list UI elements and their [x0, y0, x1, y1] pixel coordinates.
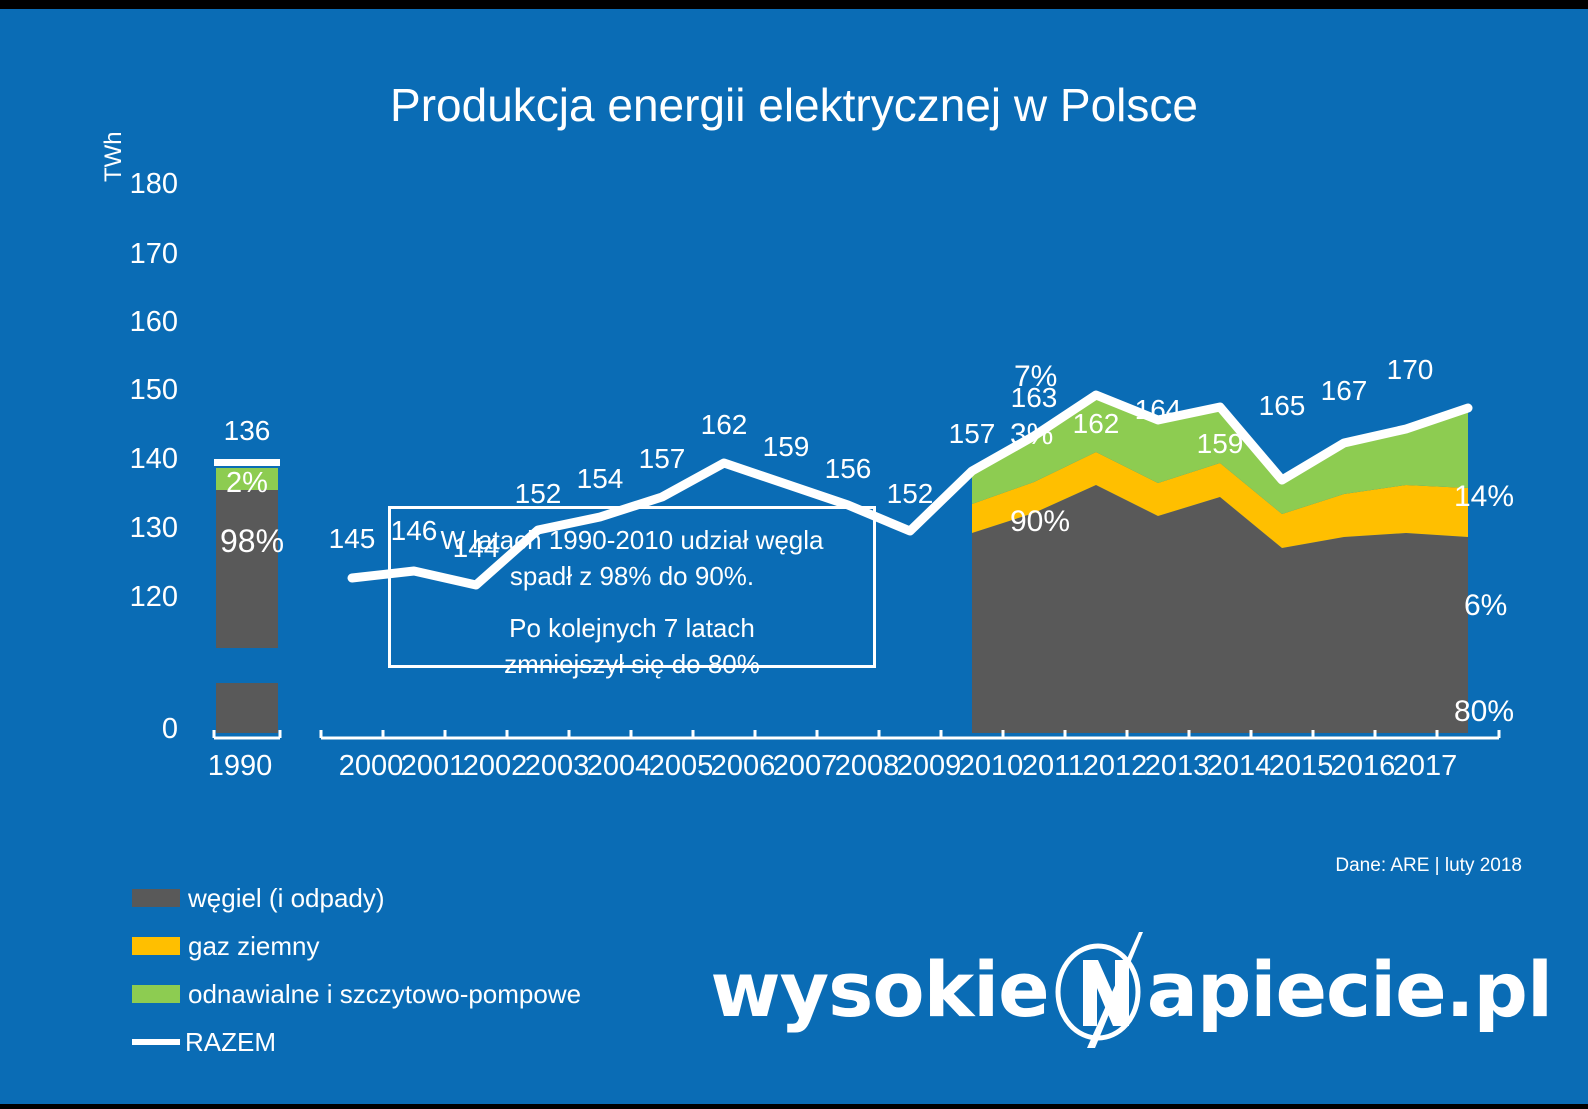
x-label-2008: 2008 [834, 750, 900, 782]
bar-1990-coal [216, 490, 278, 648]
data-label-2008: 156 [824, 453, 872, 484]
total-marker-1990 [214, 459, 280, 466]
share-label-2017-gas: 6% [1464, 589, 1508, 622]
data-label-2003: 152 [514, 478, 562, 509]
share-label-2010-gas: 3% [1010, 418, 1054, 451]
logo-text-left: wysokie [710, 944, 1049, 1034]
x-label-2001: 2001 [400, 750, 466, 782]
legend-swatch-coal-icon [132, 889, 180, 907]
legend-line-total-icon [132, 1039, 180, 1045]
x-label-2002: 2002 [462, 750, 528, 782]
legend-swatch-gas-icon [132, 937, 180, 955]
legend-label-coal: węgiel (i odpady) [188, 882, 385, 913]
x-label-2009: 2009 [896, 750, 962, 782]
chart-legend: węgiel (i odpady) gaz ziemny odnawialne … [132, 874, 581, 1066]
x-label-2000: 2000 [338, 750, 404, 782]
x-label-2006: 2006 [710, 750, 776, 782]
data-label-2011: 163 [1010, 382, 1058, 413]
page-title: Produkcja energii elektrycznej w Polsce [390, 79, 1198, 131]
legend-label-gas: gaz ziemny [188, 930, 320, 961]
area-coal [972, 485, 1468, 733]
area-gas [972, 452, 1468, 548]
x-label-2012: 2012 [1082, 750, 1148, 782]
share-label-2017-coal: 80% [1454, 695, 1515, 728]
data-label-2014: 159 [1196, 428, 1244, 459]
data-label-2000: 145 [328, 523, 376, 554]
y-tick-160: 160 [129, 306, 178, 338]
data-label-2005: 157 [638, 443, 686, 474]
callout-line-2: spadł z 98% do 90%. [509, 560, 755, 591]
data-label-2001: 146 [390, 515, 438, 546]
x-label-2015: 2015 [1268, 750, 1334, 782]
share-label-1990-coal: 98% [220, 523, 285, 559]
data-label-2015: 165 [1258, 390, 1306, 421]
x-label-1990: 1990 [207, 750, 273, 782]
callout-line-1: W latach 1990-2010 udział węgla [440, 525, 824, 555]
chart-plot-area: 136 145 146 144 152 154 157 162 159 156 … [182, 160, 1522, 740]
legend-item-coal[interactable]: węgiel (i odpady) [132, 874, 581, 922]
callout-line-3: Po kolejnych 7 latach [509, 612, 755, 643]
data-label-2004: 154 [576, 463, 624, 494]
x-label-2010: 2010 [958, 750, 1024, 782]
x-label-2014: 2014 [1206, 750, 1272, 782]
callout-line-4: zmniejszył się do 80% [504, 648, 760, 679]
bar-1990-below-break [216, 683, 278, 733]
source-note: Dane: ARE | luty 2018 [1335, 855, 1522, 876]
site-logo[interactable]: wysokie apiecie.pl [710, 930, 1553, 1048]
y-tick-120: 120 [129, 581, 178, 613]
top-black-band [0, 0, 1588, 9]
legend-label-total: RAZEM [185, 1026, 276, 1057]
y-tick-170: 170 [129, 238, 178, 270]
y-tick-180: 180 [129, 168, 178, 200]
callout-box: W latach 1990-2010 udział węgla spadł z … [388, 506, 876, 679]
x-label-2013: 2013 [1144, 750, 1210, 782]
x-axis-ticks [319, 730, 1501, 738]
bottom-black-band [0, 1104, 1588, 1109]
x-label-2011: 2011 [1021, 750, 1085, 782]
legend-item-total[interactable]: RAZEM [132, 1018, 581, 1066]
data-label-2016: 167 [1320, 375, 1368, 406]
x-label-2004: 2004 [586, 750, 652, 782]
data-label-2007: 159 [762, 431, 810, 462]
x-label-2005: 2005 [648, 750, 714, 782]
data-label-2010: 157 [948, 418, 996, 449]
share-label-2010-renewables: 7% [1014, 360, 1058, 393]
y-tick-0: 0 [161, 713, 178, 745]
y-tick-130: 130 [129, 512, 178, 544]
x-label-2017: 2017 [1392, 750, 1458, 782]
legend-item-renewables[interactable]: odnawialne i szczytowo-pompowe [132, 970, 581, 1018]
logo-text-right: apiecie.pl [1146, 944, 1553, 1034]
data-label-1990: 136 [223, 415, 271, 446]
area-renewables [972, 395, 1468, 514]
share-label-1990-renewables: 2% [226, 467, 268, 499]
legend-label-renewables: odnawialne i szczytowo-pompowe [188, 978, 582, 1009]
data-label-2006: 162 [700, 409, 748, 440]
x-label-2016: 2016 [1330, 750, 1396, 782]
data-label-2017: 170 [1386, 354, 1434, 385]
legend-swatch-renewables-icon [132, 985, 180, 1003]
data-label-2012: 162 [1072, 408, 1120, 439]
lightning-bolt-n-icon [1043, 930, 1153, 1048]
data-label-2009: 152 [886, 478, 934, 509]
share-label-2017-renewables: 14% [1454, 480, 1515, 513]
x-label-2003: 2003 [524, 750, 590, 782]
y-tick-140: 140 [129, 443, 178, 475]
data-label-2002: 144 [452, 532, 500, 563]
data-label-2013: 164 [1134, 394, 1182, 425]
x-axis-1990-segment [212, 730, 282, 740]
legend-item-gas[interactable]: gaz ziemny [132, 922, 581, 970]
x-label-2007: 2007 [772, 750, 838, 782]
bar-1990-renewables [216, 468, 278, 490]
total-line [347, 390, 1473, 590]
y-tick-150: 150 [129, 374, 178, 406]
share-label-2010-coal: 90% [1010, 505, 1071, 538]
area-coal-below-break [972, 683, 1468, 733]
